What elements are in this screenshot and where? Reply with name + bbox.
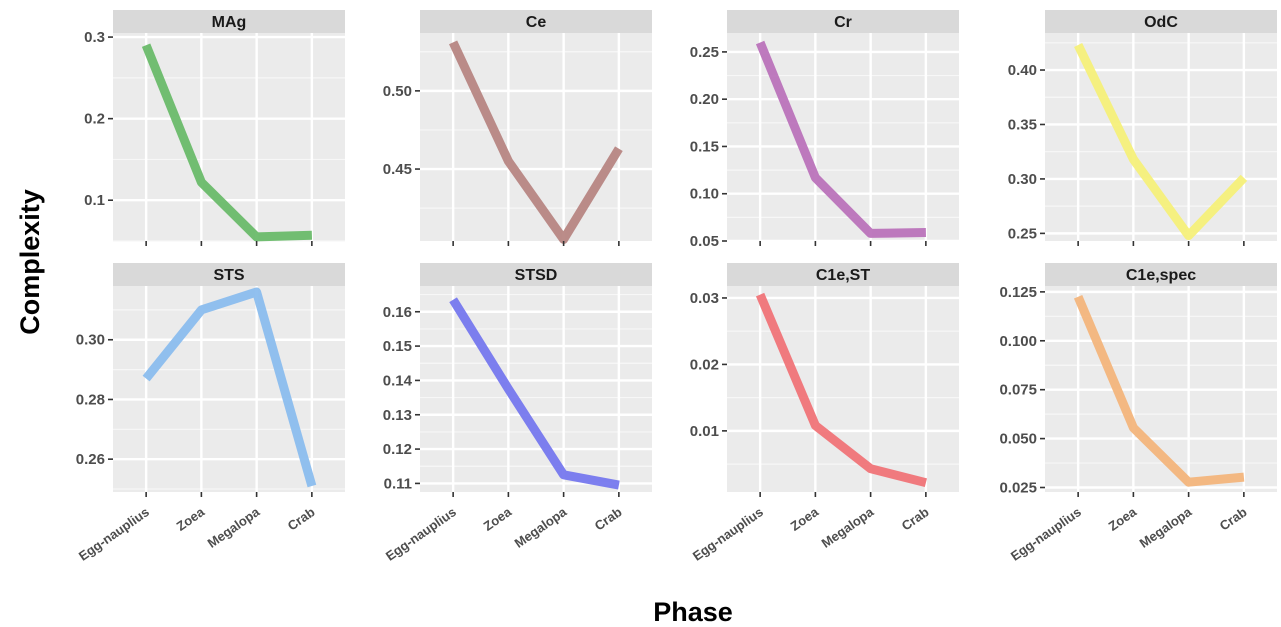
x-tick-label: Megalopa xyxy=(512,504,570,551)
y-tick-label: 0.3 xyxy=(84,29,105,46)
x-tick-label: Crab xyxy=(592,504,625,533)
x-tick-label: Megalopa xyxy=(205,504,263,551)
x-tick-label: Crab xyxy=(285,504,318,533)
series-line xyxy=(755,40,926,238)
panel-background xyxy=(113,286,345,492)
y-tick-label: 0.13 xyxy=(383,407,412,424)
x-tick-label: Egg-nauplius xyxy=(1008,504,1084,564)
x-tick-label: Egg-nauplius xyxy=(690,504,766,564)
facet-strip-label: STSD xyxy=(515,267,558,284)
y-tick-label: 0.15 xyxy=(690,138,719,155)
y-tick-label: 0.45 xyxy=(383,161,412,178)
y-tick-label: 0.125 xyxy=(999,284,1037,301)
panel-background xyxy=(727,286,959,492)
panel-3: Cr 0.05 0.10 0.15 0.20 0.25 xyxy=(690,10,959,250)
series-line xyxy=(1073,295,1245,487)
x-tick-label: Megalopa xyxy=(819,504,877,551)
y-tick-label: 0.100 xyxy=(999,333,1037,350)
y-tick-label: 0.025 xyxy=(999,480,1037,497)
panel-background xyxy=(420,286,652,492)
y-tick-label: 0.26 xyxy=(76,451,105,468)
x-tick-label: Zoea xyxy=(1106,504,1140,534)
facet-strip-label: Ce xyxy=(526,14,547,31)
series-line xyxy=(141,43,313,242)
facet-panels: MAg 0.1 0.2 0.3 Ce 0.45 0.50 Cr 0.05 0.10 0.15 0.20… xyxy=(76,10,1277,564)
x-axis-title: Phase xyxy=(653,597,733,627)
facet-strip xyxy=(113,10,345,33)
facet-strip xyxy=(1045,263,1277,286)
y-tick-label: 0.40 xyxy=(1008,62,1037,79)
facet-strip-label: C1e,ST xyxy=(816,267,870,284)
y-tick-label: 0.03 xyxy=(690,290,719,307)
y-tick-label: 0.02 xyxy=(690,356,719,373)
facet-strip xyxy=(727,263,959,286)
y-tick-label: 0.15 xyxy=(383,338,412,355)
facet-strip-label: OdC xyxy=(1144,14,1178,31)
y-tick-label: 0.050 xyxy=(999,431,1037,448)
series-line xyxy=(755,292,928,488)
series-line xyxy=(449,40,623,244)
y-tick-label: 0.50 xyxy=(383,83,412,100)
facet-strip-label: MAg xyxy=(212,14,247,31)
panel-6: STSD 0.11 0.12 0.13 0.14 0.15 0.16 Egg-nauplius… xyxy=(383,263,652,564)
x-tick-label: Crab xyxy=(1217,504,1250,533)
y-tick-label: 0.25 xyxy=(690,44,719,61)
y-tick-label: 0.28 xyxy=(76,391,105,408)
x-tick-label: Egg-nauplius xyxy=(383,504,459,564)
facet-strip xyxy=(1045,10,1277,33)
y-tick-label: 0.16 xyxy=(383,304,412,321)
series-line xyxy=(1074,43,1248,241)
facet-strip-label: C1e,spec xyxy=(1126,267,1196,284)
y-tick-label: 0.11 xyxy=(384,475,412,492)
facet-strip xyxy=(113,263,345,286)
y-tick-label: 0.30 xyxy=(76,332,105,349)
facet-strip-label: Cr xyxy=(834,14,852,31)
x-tick-label: Egg-nauplius xyxy=(76,504,152,564)
panel-1: MAg 0.1 0.2 0.3 xyxy=(84,10,345,246)
y-tick-label: 0.30 xyxy=(1008,171,1037,188)
panel-background xyxy=(420,33,652,241)
y-tick-label: 0.05 xyxy=(690,233,719,250)
series-line xyxy=(142,287,317,488)
y-tick-label: 0.35 xyxy=(1008,116,1037,133)
panel-background xyxy=(1045,33,1277,241)
y-tick-label: 0.25 xyxy=(1008,225,1037,242)
y-tick-label: 0.20 xyxy=(690,91,719,108)
x-tick-label: Crab xyxy=(899,504,932,533)
y-tick-label: 0.10 xyxy=(690,186,719,203)
x-tick-label: Zoea xyxy=(481,504,515,534)
facet-strip xyxy=(420,10,652,33)
y-tick-label: 0.14 xyxy=(383,372,413,389)
facet-strip-label: STS xyxy=(213,267,244,284)
x-tick-label: Zoea xyxy=(788,504,822,534)
panel-4: OdC 0.25 0.30 0.35 0.40 xyxy=(1008,10,1277,246)
panel-8: C1e,spec 0.025 0.050 0.075 0.100 0.125 Egg-nau… xyxy=(999,263,1277,564)
facet-strip xyxy=(727,10,959,33)
y-tick-label: 0.1 xyxy=(84,192,105,209)
series-line xyxy=(449,297,620,490)
panel-2: Ce 0.45 0.50 xyxy=(383,10,652,246)
panel-7: C1e,ST 0.01 0.02 0.03 Egg-nauplius ZoeaMegalo… xyxy=(690,263,959,564)
y-tick-label: 0.2 xyxy=(84,111,105,128)
y-tick-label: 0.12 xyxy=(383,441,412,458)
x-tick-label: Zoea xyxy=(174,504,208,534)
y-tick-label: 0.075 xyxy=(999,382,1037,399)
facet-strip xyxy=(420,263,652,286)
y-axis-title: Complexity xyxy=(15,189,45,335)
y-tick-label: 0.01 xyxy=(690,423,719,440)
x-tick-label: Megalopa xyxy=(1137,504,1195,551)
